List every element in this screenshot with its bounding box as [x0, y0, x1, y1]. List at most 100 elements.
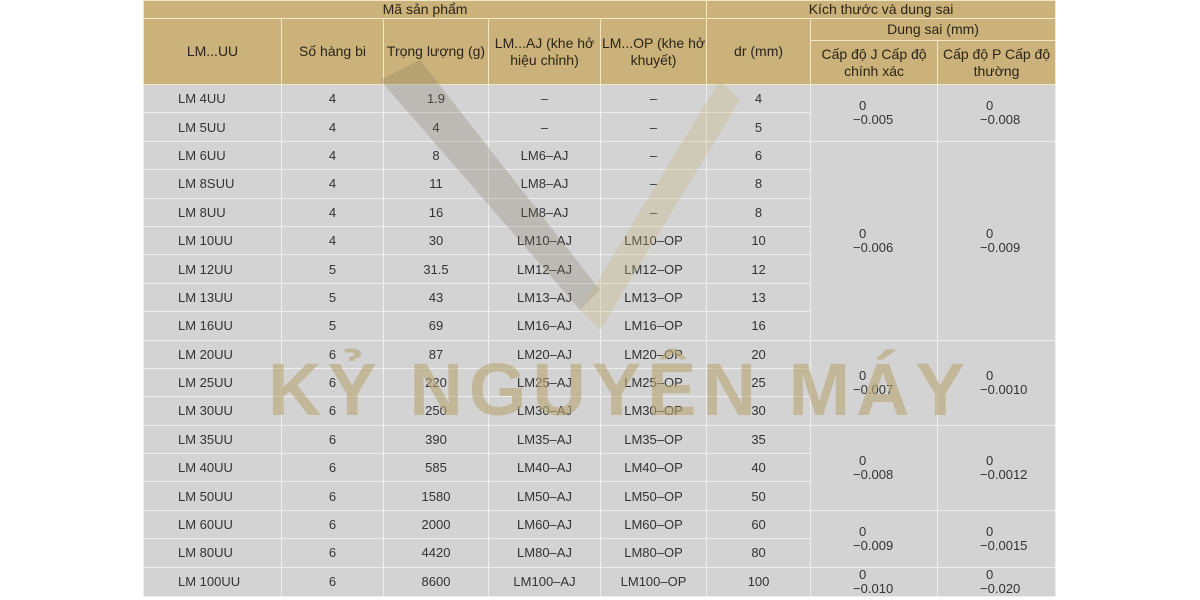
cell-weight: 390	[383, 424, 489, 455]
cell-model-code: LM 13UU	[143, 282, 282, 313]
header-size-tolerance: Kích thước và dung sai	[706, 0, 1057, 19]
cell-op-model: LM30–OP	[599, 396, 708, 426]
cell-aj-model: LM40–AJ	[488, 453, 601, 483]
cell-aj-model: LM8–AJ	[488, 169, 601, 199]
cell-model-code: LM 25UU	[143, 367, 282, 398]
tolerance-lower: −0.0010	[980, 381, 1028, 397]
cell-weight: 16	[383, 197, 489, 227]
cell-ball-rows: 6	[281, 481, 384, 511]
cell-model-code: LM 4UU	[143, 83, 282, 114]
cell-aj-model: –	[488, 83, 601, 114]
cell-model-code: LM 8SUU	[143, 169, 282, 199]
cell-dr: 6	[706, 140, 812, 171]
cell-weight: 2000	[383, 509, 489, 540]
cell-dr: 100	[706, 566, 812, 597]
cell-model-code: LM 35UU	[143, 424, 282, 455]
cell-tolerance-p: 0 −0.008	[937, 84, 1057, 142]
tolerance-upper: 0	[986, 566, 994, 582]
cell-aj-model: LM8–AJ	[488, 197, 601, 227]
cell-ball-rows: 6	[281, 396, 384, 426]
cell-weight: 250	[383, 396, 489, 426]
tolerance-lower: −0.020	[980, 580, 1021, 596]
tolerance-lower: −0.0012	[980, 466, 1028, 482]
cell-op-model: –	[599, 140, 708, 171]
cell-op-model: LM80–OP	[599, 538, 708, 568]
cell-weight: 87	[383, 339, 489, 369]
tolerance-lower: −0.008	[853, 466, 894, 482]
cell-ball-rows: 4	[281, 140, 384, 171]
cell-op-model: LM10–OP	[599, 225, 708, 256]
cell-ball-rows: 5	[281, 311, 384, 341]
cell-aj-model: LM50–AJ	[488, 481, 601, 511]
cell-dr: 30	[706, 396, 812, 426]
tolerance-upper: 0	[986, 97, 994, 113]
cell-model-code: LM 40UU	[143, 453, 282, 483]
cell-aj-model: LM100–AJ	[488, 566, 601, 597]
table-row: LM 100UU 6 8600 LM100–AJ LM100–OP 100 0 −0.010 0…	[143, 566, 1057, 597]
tolerance-upper: 0	[859, 367, 867, 383]
table-row: LM 50UU 6 1580 LM50–AJ LM50–OP 50	[143, 481, 1056, 511]
cell-tolerance-p: 0 −0.0015	[937, 509, 1057, 568]
cell-model-code: LM 12UU	[143, 254, 282, 284]
cell-op-model: LM50–OP	[599, 481, 708, 511]
tolerance-upper: 0	[859, 566, 867, 582]
cell-aj-model: LM13–AJ	[488, 282, 601, 313]
tolerance-upper: 0	[986, 523, 994, 539]
cell-op-model: –	[599, 83, 708, 114]
cell-dr: 60	[706, 509, 812, 540]
cell-op-model: LM40–OP	[599, 453, 708, 483]
cell-op-model: LM12–OP	[599, 254, 708, 284]
cell-aj-model: LM60–AJ	[488, 509, 601, 540]
cell-weight: 1580	[383, 481, 489, 511]
cell-tolerance-j: 0 −0.010	[810, 566, 939, 597]
cell-dr: 80	[706, 538, 812, 568]
cell-aj-model: LM35–AJ	[488, 424, 601, 455]
header-ball-rows: Số hàng bi	[281, 18, 384, 85]
cell-ball-rows: 4	[281, 169, 384, 199]
cell-tolerance-j: 0 −0.009	[810, 509, 939, 568]
bearing-spec-table: Mã sản phẩm Kích thước và dung sai LM...…	[142, 0, 1057, 597]
header-lmuu: LM...UU	[143, 18, 282, 85]
table-row: LM 35UU 6 390 LM35–AJ LM35–OP 35 0 −0.008 0 −0.00…	[143, 424, 1057, 511]
header-product-code: Mã sản phẩm	[142, 0, 708, 19]
table-row: LM 16UU 5 69 LM16–AJ LM16–OP 16	[143, 311, 1056, 341]
table-row: LM 13UU 5 43 LM13–AJ LM13–OP 13	[143, 282, 1056, 313]
table-row: LM 80UU 6 4420 LM80–AJ LM80–OP 80	[143, 538, 1056, 568]
tolerance-lower: −0.005	[853, 111, 894, 127]
cell-dr: 5	[706, 112, 812, 142]
cell-model-code: LM 30UU	[143, 396, 282, 426]
cell-ball-rows: 6	[281, 538, 384, 568]
tolerance-upper: 0	[986, 225, 994, 241]
table-row: LM 8UU 4 16 LM8–AJ –8	[143, 197, 1056, 227]
cell-model-code: LM 8UU	[143, 197, 282, 227]
cell-weight: 585	[383, 453, 489, 483]
cell-model-code: LM 50UU	[143, 481, 282, 511]
cell-tolerance-j: 0 −0.007	[810, 339, 939, 426]
tolerance-lower: −0.0015	[980, 537, 1028, 553]
tolerance-lower: −0.009	[980, 239, 1021, 255]
cell-op-model: LM35–OP	[599, 424, 708, 455]
cell-dr: 25	[706, 367, 812, 398]
cell-tolerance-p: 0 −0.0010	[937, 339, 1057, 426]
cell-dr: 20	[706, 339, 812, 369]
cell-ball-rows: 4	[281, 197, 384, 227]
cell-tolerance-p: 0 −0.020	[937, 566, 1057, 597]
cell-dr: 35	[706, 424, 812, 455]
cell-model-code: LM 20UU	[143, 339, 282, 369]
table-row: LM 10UU 4 30 LM10–AJ LM10–OP 10	[143, 225, 1056, 256]
cell-model-code: LM 16UU	[143, 311, 282, 341]
cell-aj-model: LM6–AJ	[488, 140, 601, 171]
cell-weight: 220	[383, 367, 489, 398]
table-row: LM 30UU 6 250 LM30–AJ LM30–OP 30	[143, 396, 1056, 426]
header-grade-p: Cấp độ P Cấp độ thường	[937, 40, 1057, 85]
cell-model-code: LM 60UU	[143, 509, 282, 540]
table-row: LM 5UU 4 4– –5	[143, 112, 1056, 142]
cell-dr: 13	[706, 282, 812, 313]
cell-dr: 8	[706, 169, 812, 199]
cell-ball-rows: 6	[281, 509, 384, 540]
cell-ball-rows: 5	[281, 282, 384, 313]
cell-model-code: LM 80UU	[143, 538, 282, 568]
tolerance-lower: −0.008	[980, 111, 1021, 127]
cell-model-code: LM 6UU	[143, 140, 282, 171]
cell-dr: 50	[706, 481, 812, 511]
